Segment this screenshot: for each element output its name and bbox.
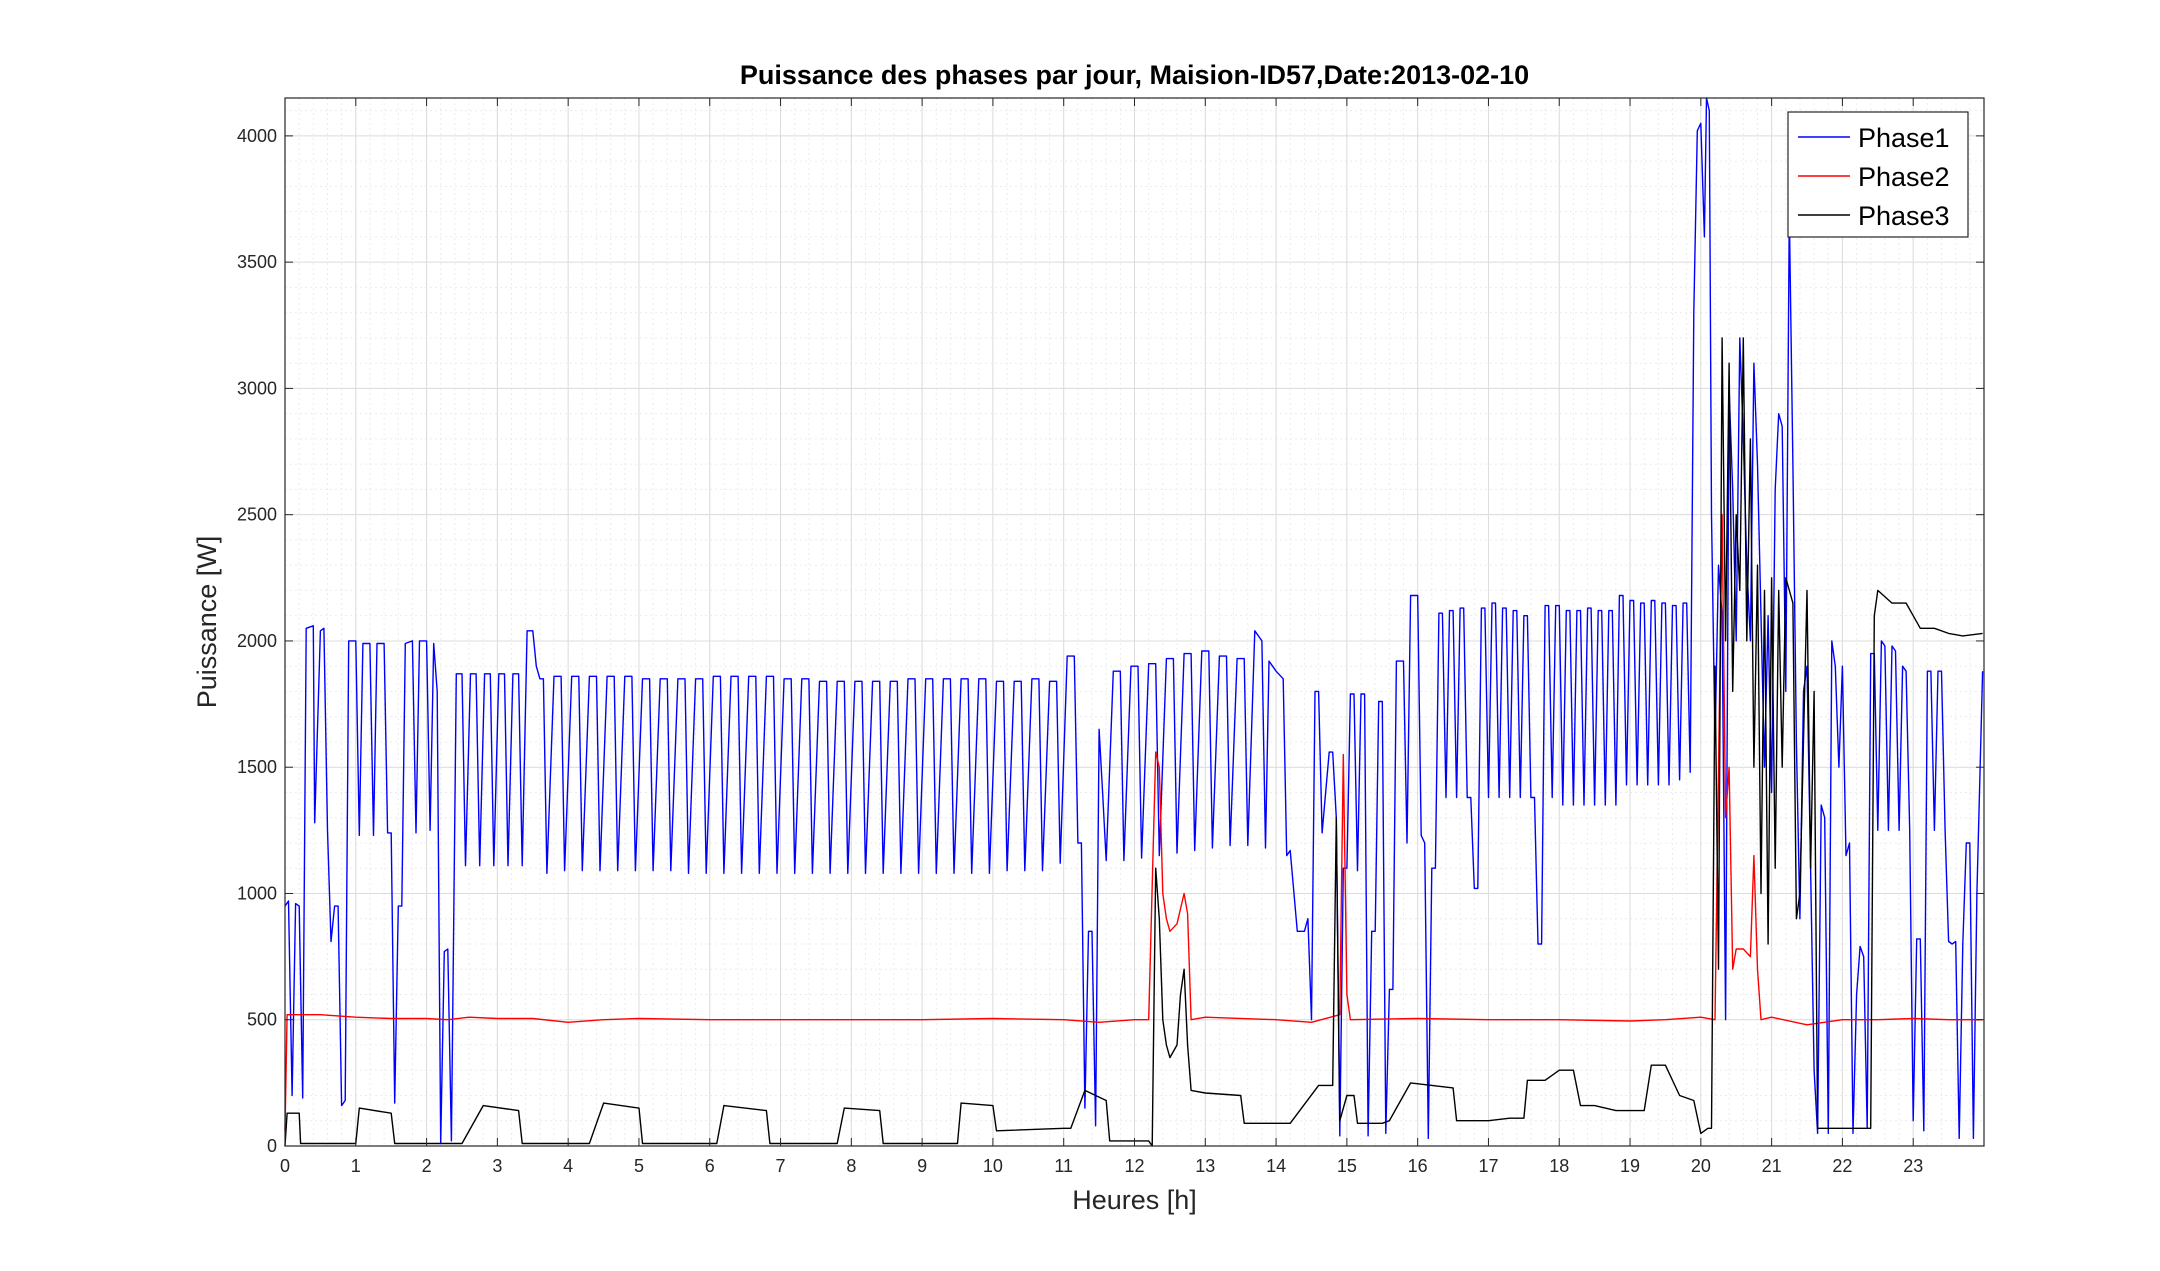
x-tick-label: 22: [1832, 1156, 1852, 1176]
y-tick-label: 3000: [237, 378, 277, 398]
series-line-phase2: [284, 514, 1983, 1131]
series-line-phase3: [284, 337, 1983, 1147]
x-tick-label: 16: [1408, 1156, 1428, 1176]
y-axis-title: Puissance [W]: [192, 536, 222, 709]
y-tick-label: 1000: [237, 883, 277, 903]
legend-label-phase2: Phase2: [1858, 162, 1950, 192]
x-tick-label: 17: [1478, 1156, 1498, 1176]
x-tick-label: 11: [1054, 1156, 1073, 1176]
x-tick-label: 1: [351, 1156, 361, 1176]
x-tick-labels: 0 1 2 3 4 5 6 7 8 9 10 11 12 13 14 15 16 17 18 19 20 21 22 23: [280, 1156, 1923, 1176]
series-line-phase1: [284, 97, 1984, 1145]
y-tick-label: 2500: [237, 505, 277, 525]
x-tick-label: 13: [1195, 1156, 1215, 1176]
x-tick-label: 18: [1549, 1156, 1569, 1176]
x-tick-label: 8: [846, 1156, 856, 1176]
y-tick-label: 3500: [237, 252, 277, 272]
x-tick-label: 2: [422, 1156, 432, 1176]
x-tick-label: 4: [563, 1156, 573, 1176]
x-tick-label: 21: [1762, 1156, 1782, 1176]
x-tick-label: 15: [1337, 1156, 1357, 1176]
x-tick-label: 7: [776, 1156, 786, 1176]
x-tick-label: 12: [1124, 1156, 1144, 1176]
x-tick-label: 9: [917, 1156, 927, 1176]
x-tick-label: 6: [705, 1156, 715, 1176]
x-tick-label: 10: [983, 1156, 1003, 1176]
x-axis-title: Heures [h]: [1072, 1185, 1197, 1215]
legend-label-phase3: Phase3: [1858, 201, 1950, 231]
legend-box: [1787, 111, 1969, 238]
x-tick-label: 0: [280, 1156, 290, 1176]
y-tick-label: 0: [267, 1136, 277, 1156]
x-tick-label: 5: [634, 1156, 644, 1176]
chart-title: Puissance des phases par jour, Maision-I…: [740, 60, 1529, 90]
x-tick-label: 20: [1691, 1156, 1711, 1176]
legend-label-phase1: Phase1: [1858, 123, 1950, 153]
series-layer: [284, 97, 1984, 1147]
y-tick-label: 500: [247, 1010, 277, 1030]
x-tick-label: 14: [1266, 1156, 1286, 1176]
x-tick-label: 3: [492, 1156, 502, 1176]
y-tick-label: 4000: [237, 126, 277, 146]
x-tick-label: 23: [1903, 1156, 1923, 1176]
y-tick-label: 1500: [237, 757, 277, 777]
axis-ticks: [284, 98, 1984, 1147]
y-tick-labels: 0 500 1000 1500 2000 2500 3000 3500 4000: [237, 126, 277, 1156]
x-tick-label: 19: [1620, 1156, 1640, 1176]
y-tick-label: 2000: [237, 631, 277, 651]
legend: Phase1 Phase2 Phase3: [1787, 111, 1969, 238]
